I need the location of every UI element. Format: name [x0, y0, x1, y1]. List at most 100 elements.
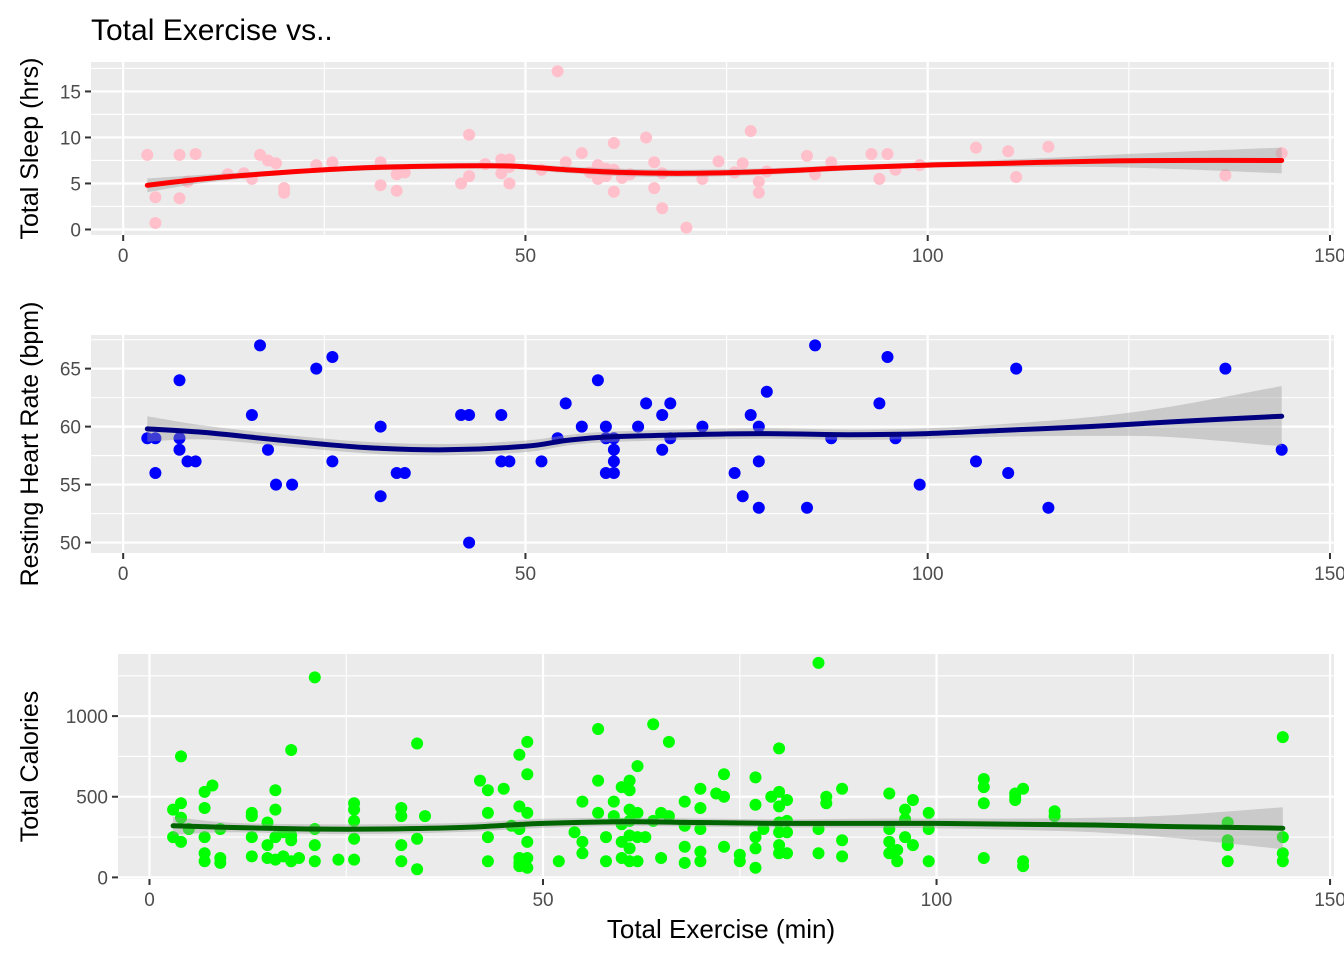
x-tick-label: 0 [118, 564, 129, 585]
data-point [198, 831, 211, 844]
data-point [308, 855, 321, 868]
data-point [599, 420, 612, 433]
data-point [662, 735, 675, 748]
data-point [640, 131, 653, 144]
data-point [481, 831, 494, 844]
data-point [906, 839, 919, 852]
data-point [922, 855, 935, 868]
data-point [278, 186, 291, 199]
y-tick-label: 1000 [66, 707, 108, 728]
data-point [656, 409, 669, 421]
data-point [269, 803, 282, 816]
data-point [664, 397, 677, 410]
data-point [175, 797, 187, 810]
data-point [189, 455, 202, 468]
data-point [631, 806, 644, 819]
data-point [1275, 443, 1288, 456]
data-point [749, 842, 762, 855]
data-point [820, 797, 833, 810]
data-point [310, 362, 323, 375]
data-point [744, 409, 757, 421]
data-point [481, 806, 494, 819]
data-point [591, 374, 604, 387]
data-point [245, 810, 258, 823]
data-point [1219, 169, 1232, 182]
data-point [647, 718, 660, 731]
data-point [922, 823, 935, 835]
data-point [600, 831, 612, 844]
data-point [757, 823, 770, 835]
data-point [801, 149, 813, 162]
x-tick-label: 0 [144, 890, 155, 911]
data-point [551, 65, 564, 78]
data-point [733, 855, 746, 868]
data-point [760, 385, 773, 398]
data-point [881, 351, 894, 363]
y-tick-label: 15 [60, 82, 81, 103]
data-point [1017, 860, 1030, 873]
data-point [173, 432, 186, 445]
data-point [245, 831, 258, 844]
data-point [326, 156, 339, 169]
data-point [718, 768, 730, 781]
data-point [568, 826, 581, 839]
data-point [1219, 362, 1232, 375]
data-point [463, 536, 476, 549]
data-point [521, 852, 534, 864]
data-point [639, 831, 652, 844]
data-point [881, 148, 894, 160]
x-tick-label: 50 [515, 564, 536, 585]
data-point [390, 184, 403, 197]
y-axis-title-calories: Total Calories [16, 691, 44, 842]
data-point [623, 784, 636, 797]
data-point [1009, 794, 1022, 806]
data-point [696, 420, 709, 433]
data-point [1010, 171, 1023, 183]
data-point [261, 816, 274, 829]
y-axis-title-sleep: Total Sleep (hrs) [16, 57, 44, 239]
data-point [607, 467, 620, 479]
data-point [395, 839, 408, 852]
data-point [607, 443, 620, 456]
trend-line [144, 157, 1285, 188]
data-point [285, 744, 298, 756]
data-point [736, 157, 749, 170]
data-point [262, 443, 274, 456]
data-point [503, 177, 516, 190]
data-point [1002, 145, 1015, 158]
data-point [873, 397, 886, 410]
data-point [718, 790, 730, 803]
data-point [1276, 731, 1289, 744]
data-point [592, 806, 605, 819]
data-point [970, 455, 982, 468]
y-tick-label: 10 [60, 128, 81, 149]
data-point [326, 351, 339, 363]
data-point [749, 798, 762, 811]
data-point [411, 832, 424, 845]
x-tick-label: 100 [921, 890, 953, 911]
data-point [374, 420, 387, 433]
data-point [801, 501, 813, 514]
data-point [749, 831, 762, 844]
y-tick-label: 0 [97, 868, 108, 889]
data-point [521, 735, 534, 748]
data-point [752, 186, 765, 199]
data-point [495, 167, 508, 180]
data-point [744, 125, 757, 137]
data-point [1017, 782, 1030, 795]
data-point [836, 782, 849, 795]
data-point [836, 850, 849, 863]
data-point [1048, 810, 1061, 823]
data-point [592, 723, 605, 735]
data-point [411, 737, 424, 750]
data-point [809, 339, 822, 352]
data-point [607, 795, 620, 808]
y-tick-label: 0 [70, 220, 81, 241]
data-point [463, 128, 476, 141]
data-point [970, 141, 982, 154]
data-point [173, 192, 186, 205]
data-point [575, 147, 588, 160]
panel-total-calories: 0 50 100 150 0 500 1000 Total Calories [16, 654, 1344, 911]
data-point [1221, 855, 1234, 868]
data-point [712, 155, 725, 168]
